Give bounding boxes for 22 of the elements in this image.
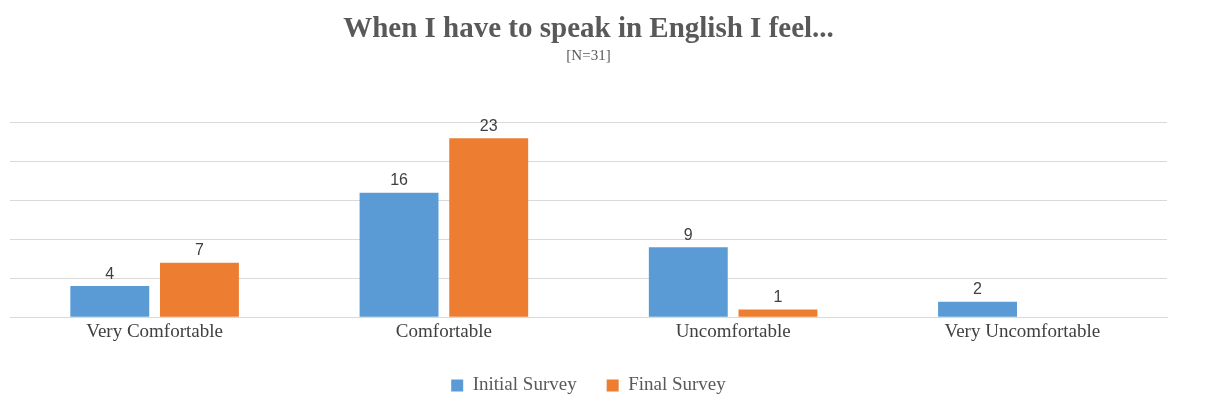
data-label: 16	[390, 171, 409, 189]
bar	[160, 262, 239, 317]
data-label: 2	[973, 280, 983, 298]
legend-label: Initial Survey	[472, 373, 578, 395]
x-tick-label: Uncomfortable	[675, 319, 791, 341]
bar	[938, 301, 1017, 317]
data-label: 23	[479, 116, 498, 134]
bar	[70, 286, 150, 317]
legend-label: Final Survey	[628, 373, 727, 395]
bar	[449, 138, 529, 317]
x-tick-label: Very Comfortable	[86, 319, 223, 341]
bar	[648, 247, 728, 317]
data-label: 1	[773, 287, 783, 305]
x-tick-label: Very Uncomfortable	[944, 319, 1101, 341]
data-label: 9	[683, 225, 693, 243]
bar	[359, 192, 439, 317]
chart-subtitle: [N=31]	[566, 46, 611, 63]
chart-title: When I have to speak in English I feel...	[343, 10, 834, 43]
data-label: 7	[195, 241, 205, 259]
x-tick-label: Comfortable	[395, 319, 492, 341]
bar	[738, 309, 818, 317]
data-label: 4	[105, 264, 115, 282]
